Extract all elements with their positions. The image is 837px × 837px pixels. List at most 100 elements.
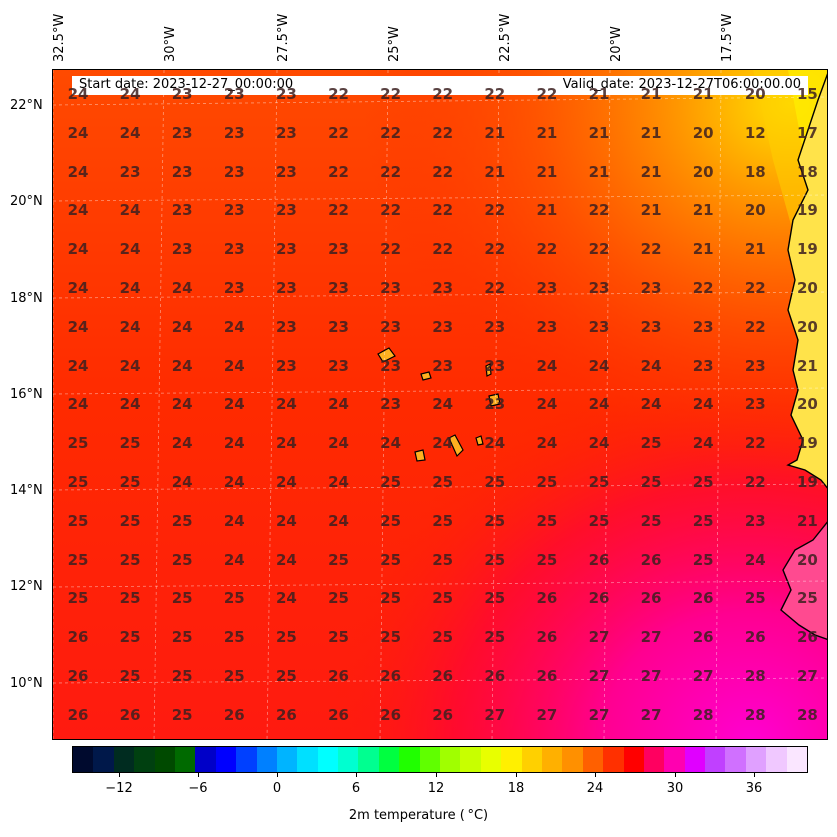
- africa-coastline: [786, 73, 827, 489]
- grid-value: 26: [536, 589, 558, 608]
- island-sao-vicente: [420, 371, 432, 381]
- graticule: [53, 70, 827, 739]
- lat-label-20n: 20°N: [10, 194, 43, 209]
- grid-value: 24: [119, 123, 141, 142]
- grid-value: 22: [380, 123, 402, 142]
- grid-value: 21: [536, 201, 558, 220]
- grid-value: 24: [588, 356, 610, 375]
- grid-value: 19: [796, 240, 818, 259]
- grid-value: 25: [67, 473, 89, 491]
- date-banner: Start date: 2023-12-27_00:00:00 Valid_da…: [72, 76, 808, 95]
- colorbar-tick: [119, 773, 120, 777]
- grid-value: 25: [171, 705, 193, 724]
- grid-value: 27: [640, 705, 662, 724]
- grid-value: 23: [171, 85, 193, 103]
- grid-value: 26: [692, 589, 714, 608]
- grid-value: 26: [380, 667, 402, 685]
- grid-value: 25: [119, 550, 141, 569]
- grid-value: 25: [328, 550, 349, 569]
- grid-value: 20: [692, 162, 714, 181]
- grid-value: 26: [484, 667, 506, 685]
- grid-value: 23: [223, 162, 245, 181]
- grid-value: 24: [223, 434, 245, 453]
- grid-value: 24: [223, 395, 245, 414]
- colorbar-segment: [745, 747, 767, 772]
- grid-value: 21: [640, 201, 662, 220]
- grid-value: 21: [588, 85, 610, 103]
- colorbar-segment: [256, 747, 278, 772]
- grid-value: 23: [119, 162, 141, 181]
- colorbar-segment: [623, 747, 645, 772]
- grid-value: 24: [223, 473, 245, 491]
- island-maio: [475, 435, 484, 446]
- grid-value: 26: [328, 667, 349, 685]
- grid-value: 21: [692, 85, 714, 103]
- grid-value: 25: [171, 589, 193, 608]
- grid-value: 23: [223, 85, 245, 103]
- colorbar-segment: [134, 747, 156, 772]
- colorbar-segment: [276, 747, 298, 772]
- grid-value: 26: [692, 628, 714, 647]
- grid-value: 24: [171, 434, 193, 453]
- grid-value: 24: [640, 356, 662, 375]
- grid-value: 20: [796, 550, 818, 569]
- grid-value: 19: [796, 201, 818, 220]
- grid-value: 24: [119, 85, 141, 103]
- grid-value: 25: [275, 667, 297, 685]
- grid-value: 25: [484, 511, 506, 530]
- grid-value: 21: [588, 162, 610, 181]
- colorbar-tick: [356, 773, 357, 777]
- grid-value: 25: [171, 550, 193, 569]
- grid-value: 28: [744, 667, 766, 685]
- grid-value: 24: [223, 511, 245, 530]
- grid-value: 23: [223, 240, 245, 259]
- grid-value: 23: [275, 356, 297, 375]
- grid-value: 25: [692, 511, 714, 530]
- grid-value: 25: [588, 473, 610, 491]
- grid-value: 25: [432, 473, 454, 491]
- grid-value: 24: [67, 240, 89, 259]
- grid-value: 25: [119, 434, 141, 453]
- grid-value: 24: [536, 395, 558, 414]
- island-santo-antao: [377, 347, 396, 363]
- grid-value: 26: [380, 705, 402, 724]
- grid-value: 23: [484, 317, 506, 336]
- grid-value: 15: [796, 85, 818, 103]
- colorbar-segment: [378, 747, 400, 772]
- colorbar-segment: [603, 747, 624, 772]
- colorbar-segment: [705, 747, 726, 772]
- grid-value: 24: [119, 356, 141, 375]
- grid-value: 22: [536, 85, 558, 103]
- colorbar-segment: [236, 747, 257, 772]
- grid-value: 23: [640, 279, 662, 297]
- colorbar-tick-label: 12: [427, 781, 445, 796]
- grid-value: 25: [536, 473, 558, 491]
- grid-value: 22: [692, 279, 714, 297]
- colorbar-segment: [338, 747, 359, 772]
- grid-value: 25: [640, 434, 662, 453]
- grid-value: 26: [223, 705, 245, 724]
- grid-value: 24: [275, 511, 297, 530]
- colorbar-tick: [595, 773, 596, 777]
- grid-value: 25: [536, 550, 558, 569]
- grid-value: 25: [67, 434, 89, 453]
- grid-value: 25: [380, 589, 402, 608]
- grid-value: 21: [484, 162, 506, 181]
- grid-value: 26: [796, 628, 818, 647]
- grid-value: 25: [171, 667, 193, 685]
- colorbar-segment: [521, 747, 543, 772]
- grid-value: 24: [67, 85, 89, 103]
- grid-value: 24: [744, 550, 766, 569]
- grid-value: 24: [328, 473, 349, 491]
- grid-value: 22: [744, 279, 766, 297]
- grid-value: 21: [744, 240, 766, 259]
- colorbar: [72, 746, 808, 773]
- grid-value: 21: [692, 240, 714, 259]
- grid-value: 23: [380, 279, 402, 297]
- grid-value: 27: [588, 628, 610, 647]
- grid-value: 17: [796, 123, 818, 142]
- lon-label-17-5w: 17.5°W: [720, 13, 735, 62]
- grid-value: 26: [588, 589, 610, 608]
- colorbar-segment: [480, 747, 502, 772]
- island-sal: [485, 363, 492, 377]
